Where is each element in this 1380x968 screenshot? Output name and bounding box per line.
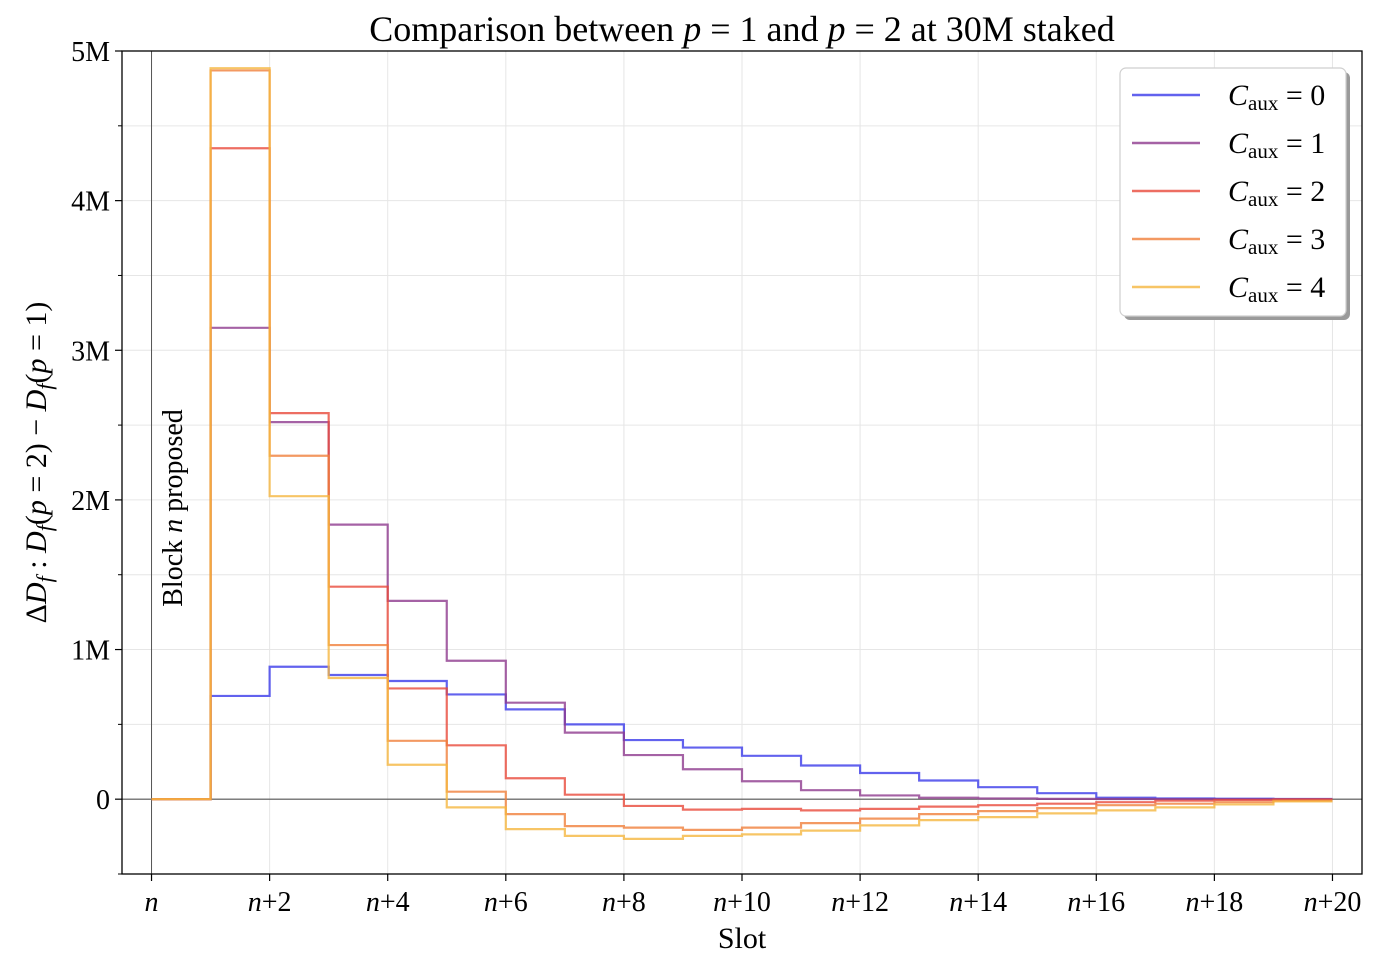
y-axis-label: ΔDf : Df(p = 2) − Df(p = 1) — [20, 302, 57, 624]
x-tick-label: n+4 — [366, 887, 410, 918]
series-line — [151, 326, 1333, 801]
x-tick-label: n+20 — [1304, 887, 1362, 918]
legend: Caux = 0 Caux = 1 Caux = 2 Caux = 3 Caux = 4 — [1119, 67, 1350, 320]
legend-entry: Caux = 3 — [1228, 223, 1325, 259]
y-tick-label: 5M — [71, 37, 110, 68]
legend-entry: Caux = 2 — [1228, 175, 1325, 211]
x-tick-label: n+14 — [949, 887, 1007, 918]
legend-entry: Caux = 1 — [1228, 127, 1325, 163]
legend-entry: Caux = 4 — [1228, 271, 1325, 307]
x-tick-label: n+16 — [1067, 887, 1125, 918]
x-tick-label: n+18 — [1185, 887, 1243, 918]
x-tick-label: n+2 — [248, 887, 292, 918]
x-axis-label: Slot — [718, 922, 767, 955]
series-group — [151, 67, 1333, 840]
x-axis: n n+2 n+4 n+6 n+8 n+10 n+12 n+14 n+16 n+18 n+20 — [145, 874, 1362, 918]
y-tick-label: 3M — [71, 336, 110, 367]
series-line — [151, 69, 1333, 831]
y-tick-label: 4M — [71, 187, 110, 218]
y-tick-label: 2M — [71, 486, 110, 517]
x-tick-label: n+10 — [713, 887, 771, 918]
x-tick-label: n+8 — [602, 887, 646, 918]
chart-title: Comparison between p = 1 and p = 2 at 30… — [369, 9, 1114, 49]
x-tick-label: n+12 — [831, 887, 889, 918]
legend-box — [1119, 67, 1347, 317]
x-tick-label: n+6 — [484, 887, 528, 918]
y-tick-label: 1M — [71, 636, 110, 667]
x-tick-label: n — [145, 887, 159, 918]
legend-entry: Caux = 0 — [1228, 79, 1325, 115]
series-line — [151, 67, 1333, 840]
y-tick-label: 0 — [96, 785, 110, 816]
block-proposed-annotation: Block n proposed — [158, 409, 189, 607]
y-axis: 0 1M 2M 3M 4M 5M — [71, 37, 122, 875]
series-line — [151, 147, 1333, 812]
series-line — [151, 665, 1333, 801]
